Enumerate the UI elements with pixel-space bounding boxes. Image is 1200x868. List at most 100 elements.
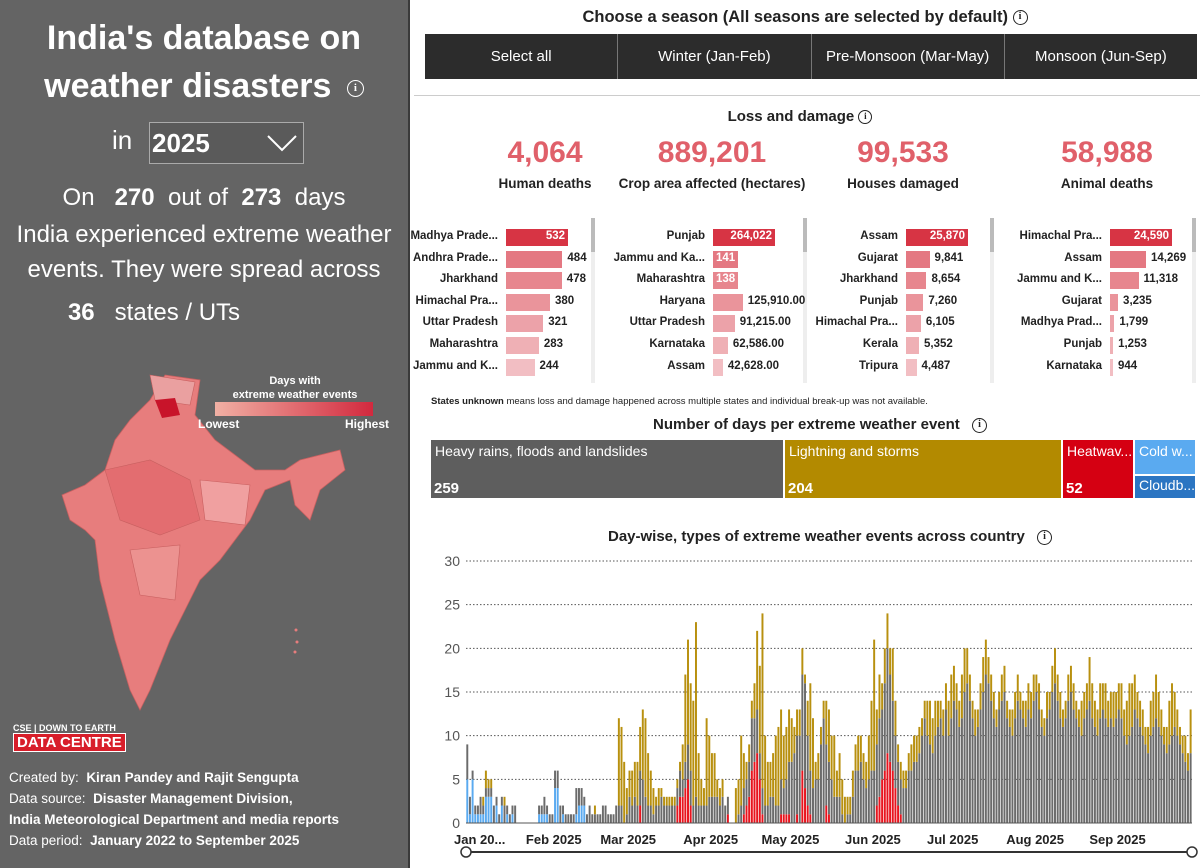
bar-lightning[interactable] <box>1056 674 1059 701</box>
bar-rain[interactable] <box>1120 718 1123 823</box>
bar-rain[interactable] <box>1186 770 1189 823</box>
bar-lightning[interactable] <box>907 753 910 771</box>
bar-heatwave[interactable] <box>827 814 830 823</box>
bar-cold[interactable] <box>476 814 479 823</box>
bar-rain[interactable] <box>570 814 572 823</box>
slider-handle-end[interactable] <box>1186 846 1198 858</box>
bar-lightning[interactable] <box>1061 709 1064 727</box>
bar-lightning[interactable] <box>1032 674 1035 701</box>
bar-rain[interactable] <box>1093 726 1096 823</box>
bar-rain[interactable] <box>468 796 471 815</box>
bar-rain[interactable] <box>1099 718 1102 823</box>
bar-lightning[interactable] <box>676 779 679 789</box>
list-item-bar[interactable] <box>506 337 539 354</box>
bar-lightning[interactable] <box>902 770 905 789</box>
bar-rain[interactable] <box>548 814 551 823</box>
bar-lightning[interactable] <box>1035 674 1038 692</box>
bar-cold[interactable] <box>474 814 477 823</box>
bar-lightning[interactable] <box>867 735 870 780</box>
bar-lightning[interactable] <box>910 744 913 771</box>
bar-rain[interactable] <box>897 761 900 806</box>
bar-lightning[interactable] <box>1072 683 1075 710</box>
bar-rain[interactable] <box>992 718 995 823</box>
bar-rain[interactable] <box>625 814 628 823</box>
bar-rain[interactable] <box>1056 700 1059 823</box>
bar-rain[interactable] <box>830 779 833 823</box>
bar-lightning[interactable] <box>482 796 485 806</box>
event-tile-cloudburst[interactable]: Cloudb... <box>1135 476 1195 498</box>
bar-rain[interactable] <box>1072 709 1075 823</box>
bar-lightning[interactable] <box>633 761 636 797</box>
bar-rain[interactable] <box>998 709 1001 823</box>
list-item-bar[interactable] <box>506 358 535 376</box>
bar-rain[interactable] <box>583 796 586 806</box>
bar-cold[interactable] <box>506 814 509 823</box>
bar-heatwave[interactable] <box>761 814 764 823</box>
bar-lightning[interactable] <box>905 770 908 789</box>
bar-rain[interactable] <box>1043 735 1046 823</box>
bar-rain[interactable] <box>687 744 689 780</box>
bar-lightning[interactable] <box>963 648 966 692</box>
event-tile-heatwave[interactable]: Heatwav... 52 <box>1063 440 1133 498</box>
bar-rain[interactable] <box>937 726 939 823</box>
bar-lightning[interactable] <box>979 683 982 710</box>
bar-rain[interactable] <box>615 805 618 823</box>
list-item-bar[interactable] <box>713 250 738 268</box>
bar-heatwave[interactable] <box>875 805 878 823</box>
bar-rain[interactable] <box>665 805 668 823</box>
bar-heatwave[interactable] <box>897 805 900 823</box>
list-item-bar[interactable] <box>906 272 927 290</box>
bar-rain[interactable] <box>785 779 788 815</box>
bar-rain[interactable] <box>929 744 931 823</box>
bar-rain[interactable] <box>995 726 998 823</box>
bar-rain[interactable] <box>556 770 559 789</box>
bar-rain[interactable] <box>705 805 708 823</box>
bar-rain[interactable] <box>846 814 849 823</box>
bar-heatwave[interactable] <box>886 753 889 823</box>
slider-handle-start[interactable] <box>460 846 472 858</box>
bar-lightning[interactable] <box>1173 692 1176 727</box>
bar-lightning[interactable] <box>833 735 836 797</box>
bar-lightning[interactable] <box>1093 700 1096 727</box>
bar-lightning[interactable] <box>679 761 682 771</box>
bar-rain[interactable] <box>944 709 947 823</box>
list-item-bar[interactable] <box>713 358 723 376</box>
bar-rain[interactable] <box>1083 718 1086 823</box>
info-icon[interactable]: i <box>858 110 873 125</box>
bar-lightning[interactable] <box>772 753 775 797</box>
bar-lightning[interactable] <box>798 709 801 736</box>
info-icon[interactable]: i <box>1037 529 1052 545</box>
bar-rain[interactable] <box>1136 718 1139 823</box>
bar-lightning[interactable] <box>639 726 642 771</box>
bar-rain[interactable] <box>1101 709 1104 823</box>
bar-rain[interactable] <box>543 796 546 815</box>
bar-heatwave[interactable] <box>782 814 785 823</box>
bar-rain[interactable] <box>801 674 804 771</box>
bar-lightning[interactable] <box>657 788 660 806</box>
bar-heatwave[interactable] <box>881 779 884 823</box>
bar-rain[interactable] <box>702 805 705 823</box>
bar-rain[interactable] <box>652 814 655 823</box>
bar-heatwave[interactable] <box>788 814 791 823</box>
bar-rain[interactable] <box>1046 718 1048 823</box>
bar-cold[interactable] <box>546 814 549 823</box>
bar-heatwave[interactable] <box>809 814 812 823</box>
bar-heatwave[interactable] <box>804 788 806 823</box>
bar-lightning[interactable] <box>950 674 953 719</box>
bar-rain[interactable] <box>1054 683 1056 823</box>
bar-rain[interactable] <box>955 709 958 823</box>
bar-lightning[interactable] <box>851 770 854 797</box>
bar-heatwave[interactable] <box>726 814 729 823</box>
list-item-bar[interactable] <box>906 229 968 246</box>
bar-heatwave[interactable] <box>742 814 745 823</box>
bar-cold[interactable] <box>543 814 546 823</box>
bar-lightning[interactable] <box>937 700 939 727</box>
list-item-bar[interactable] <box>1110 229 1172 246</box>
bar-cold[interactable] <box>487 796 490 823</box>
bar-lightning[interactable] <box>641 709 644 780</box>
bar-rain[interactable] <box>873 770 876 823</box>
bar-rain[interactable] <box>1160 735 1163 823</box>
bar-lightning[interactable] <box>1139 700 1142 727</box>
bar-lightning[interactable] <box>1088 657 1091 701</box>
season-monsoon[interactable]: Monsoon (Jun-Sep) <box>1035 48 1167 65</box>
